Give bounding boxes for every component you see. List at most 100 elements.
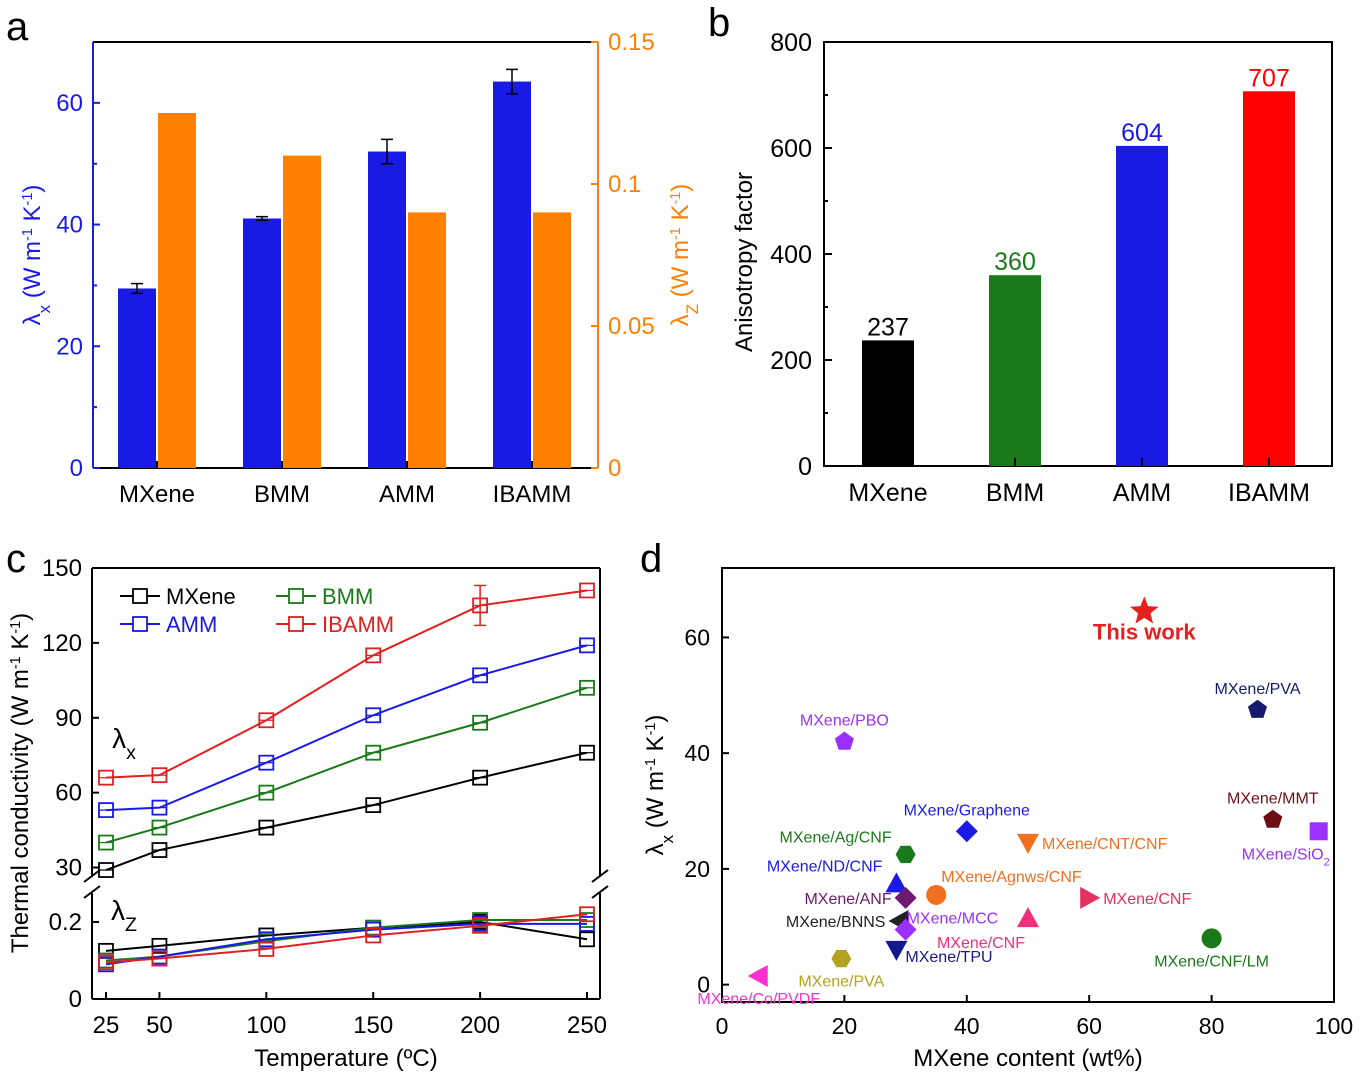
- panel-b-chart: 0 200 400 600 800 Anisotropy factor 237 MXene 36…: [731, 29, 1333, 507]
- scatter-label: MXene/MMT: [1227, 791, 1319, 808]
- data-point-lower-AMM: [579, 915, 595, 932]
- legend-label-IBAMM: IBAMM: [322, 612, 394, 637]
- y-right-axis-title: λZ (W m-1 K-1): [667, 184, 702, 327]
- data-point-lower-IBAMM: [98, 954, 114, 971]
- x-tick-label: 200: [460, 1012, 500, 1039]
- scatter-marker: [895, 845, 916, 864]
- series-line-IBAMM: [105, 589, 588, 779]
- bar-value-label: 360: [994, 248, 1036, 276]
- scatter-marker: [1080, 886, 1101, 909]
- scatter-marker: [885, 872, 908, 893]
- plot-frame: [721, 567, 1335, 1003]
- x-tick-label: 40: [954, 1013, 980, 1039]
- scatter-label: MXene/CNT/CNF: [1042, 836, 1168, 853]
- bar-lambda-x: [368, 151, 406, 469]
- x-axis-title: MXene content (wt%): [913, 1045, 1142, 1072]
- x-tick-label: BMM: [254, 481, 310, 508]
- scatter-label: MXene/CNF: [1103, 891, 1191, 908]
- scatter-label: MXene/PBO: [800, 713, 889, 730]
- scatter-label: MXene/ND/CNF: [767, 858, 883, 875]
- y-tick-label: 400: [770, 241, 812, 269]
- series-line-MXene: [105, 751, 588, 871]
- bar-lambda-x: [118, 288, 156, 468]
- y-right-tick-label: 0.1: [608, 171, 641, 198]
- x-tick-label: IBAMM: [1228, 479, 1310, 507]
- bar-lambda-x: [243, 218, 281, 468]
- y-tick-label: 40: [684, 740, 710, 766]
- panel-label-d: d: [640, 537, 662, 581]
- x-tick-label: 80: [1199, 1013, 1225, 1039]
- y-left-tick-label: 20: [56, 333, 83, 360]
- panel-d-chart: 0 20 40 60 80 100 0 20 40 60 MXene content (wt%) λx…: [642, 567, 1353, 1072]
- legend-marker: [288, 616, 304, 632]
- y-left-tick-label: 0: [70, 455, 83, 482]
- series-line-BMM: [105, 686, 588, 844]
- scatter-label: MXene/BNNS: [786, 914, 886, 931]
- x-tick-label: 60: [1076, 1013, 1102, 1039]
- y-right-tick-label: 0: [608, 455, 621, 482]
- y-tick-label: 0.2: [49, 909, 82, 936]
- legend-marker: [132, 616, 148, 632]
- y-tick-label: 20: [684, 856, 710, 882]
- scatter-label: This work: [1093, 619, 1196, 644]
- axis-break-mark-right: [591, 869, 609, 883]
- scatter-marker: [1017, 833, 1039, 854]
- y-left-tick-label: 40: [56, 212, 83, 239]
- y-axis-title: λx (W m-1 K-1): [642, 715, 677, 856]
- legend-marker: [132, 588, 148, 604]
- x-tick-label: 20: [832, 1013, 858, 1039]
- data-point-lower-IBAMM: [258, 941, 275, 957]
- scatter-marker: [1201, 928, 1222, 949]
- scatter-label: MXene/PVA: [1215, 681, 1301, 698]
- scatter-label: MXene/MCC: [907, 911, 999, 928]
- scatter-marker: [955, 820, 978, 843]
- data-point-lower-IBAMM: [472, 917, 489, 934]
- scatter-marker: [894, 918, 917, 941]
- y-tick-label: 800: [770, 29, 812, 57]
- scatter-marker: [1017, 907, 1039, 928]
- bar-anisotropy: [862, 340, 914, 466]
- x-axis-title: Temperature (ºC): [254, 1045, 437, 1072]
- scatter-marker: [885, 940, 908, 961]
- scatter-marker: [926, 884, 947, 905]
- series-line-lower-IBAMM: [105, 913, 588, 964]
- x-tick-label: AMM: [1113, 479, 1171, 507]
- y-right-tick-label: 0.15: [608, 29, 655, 56]
- x-tick-label: 100: [1315, 1013, 1353, 1039]
- scatter-label: MXene/SiO2: [1242, 846, 1330, 868]
- bar-value-label: 237: [867, 313, 909, 341]
- legend-label-AMM: AMM: [166, 612, 217, 637]
- x-tick-label: MXene: [119, 481, 195, 508]
- y-tick-label: 60: [684, 624, 710, 650]
- y-tick-label: 120: [42, 630, 82, 657]
- bar-lambda-z: [408, 212, 446, 468]
- bar-value-label: 707: [1248, 64, 1290, 92]
- y-left-axis-title: λx (W m-1 K-1): [19, 185, 54, 326]
- bar-value-label: 604: [1121, 119, 1163, 147]
- axis-break-mark-left: [83, 885, 101, 899]
- y-left-tick-label: 60: [56, 90, 83, 117]
- x-tick-label: 250: [567, 1012, 607, 1039]
- x-tick-label: 100: [246, 1012, 286, 1039]
- x-tick-label: 25: [93, 1012, 120, 1039]
- scatter-label: MXene/Agnws/CNF: [941, 869, 1082, 886]
- bar-lambda-z: [533, 212, 571, 468]
- data-point-lower-IBAMM: [365, 927, 382, 944]
- y-tick-label: 200: [770, 347, 812, 375]
- scatter-label: MXene/Co/PVDF: [697, 991, 820, 1008]
- x-tick-label: AMM: [379, 481, 435, 508]
- y-right-tick-label: 0.05: [608, 313, 655, 340]
- scatter-label: MXene/CNF: [937, 935, 1025, 952]
- scatter-marker: [834, 731, 854, 750]
- scatter-marker: [894, 886, 917, 909]
- y-tick-label: 30: [55, 855, 82, 882]
- y-tick-label: 150: [42, 555, 82, 582]
- scatter-marker: [1247, 699, 1268, 718]
- panel-a-chart: 0 20 40 60 0 0.05 0.1 0.15 λx (W m-1 K-1) λZ (W m…: [19, 29, 702, 508]
- x-tick-label: 150: [353, 1012, 393, 1039]
- scatter-label: MXene/Graphene: [904, 802, 1030, 819]
- scatter-label: MXene/CNF/LM: [1154, 953, 1269, 970]
- x-tick-label: 50: [146, 1012, 173, 1039]
- legend-label-BMM: BMM: [322, 584, 373, 609]
